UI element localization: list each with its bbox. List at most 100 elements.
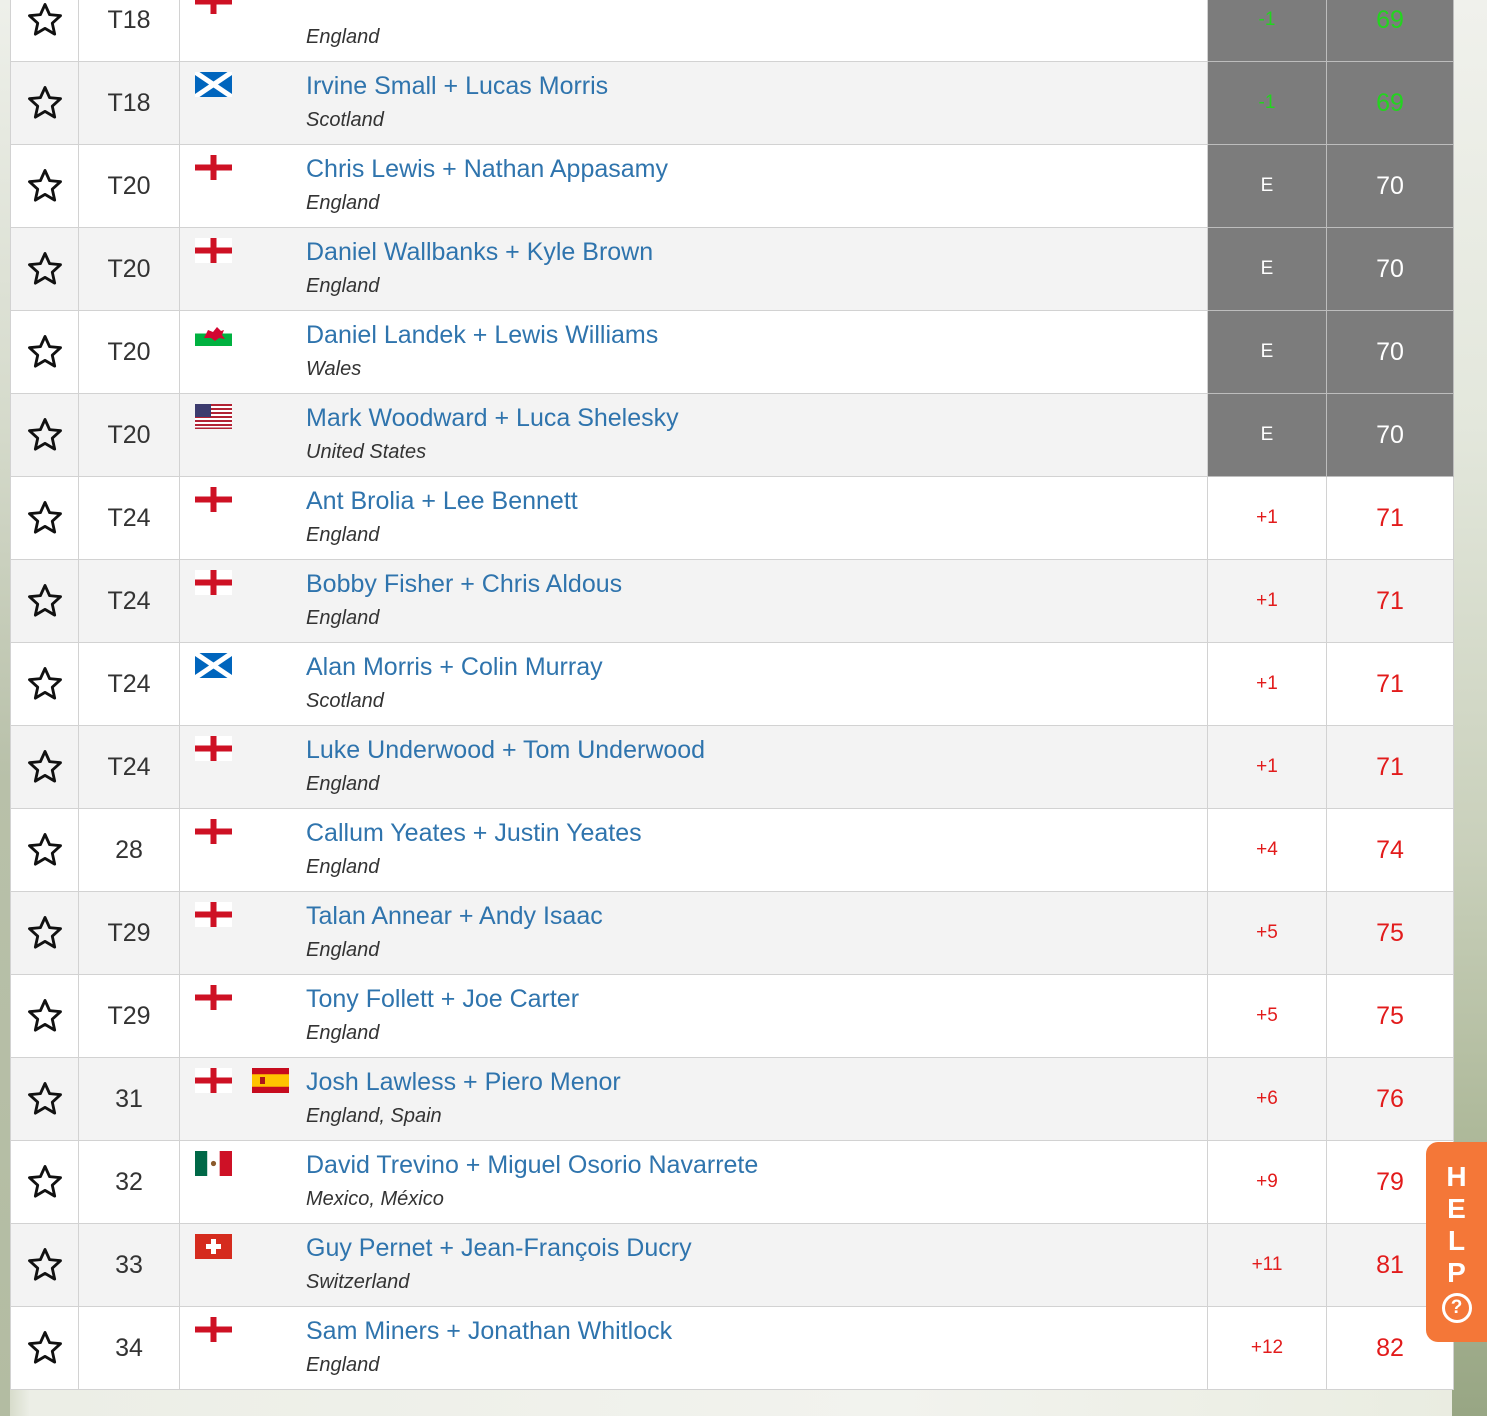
total-score-cell: 69 bbox=[1326, 0, 1454, 62]
to-par-cell: +4 bbox=[1207, 808, 1327, 892]
team-cell: Callum Yeates + Justin Yeates England bbox=[179, 808, 1208, 892]
flag-group bbox=[195, 1151, 232, 1176]
position-cell: T20 bbox=[78, 393, 180, 477]
team-name-link[interactable]: Josh Lawless + Piero Menor bbox=[306, 1068, 621, 1096]
position-cell: 32 bbox=[78, 1140, 180, 1224]
team-name-link[interactable]: Alan Morris + Colin Murray bbox=[306, 653, 603, 681]
team-cell: Tony Follett + Joe Carter England bbox=[179, 974, 1208, 1058]
table-row: T24 Ant Brolia + Lee Bennett England +1 71 bbox=[10, 476, 1454, 560]
position-cell: T18 bbox=[78, 0, 180, 62]
team-name-link[interactable]: Guy Pernet + Jean-François Ducry bbox=[306, 1234, 692, 1262]
table-row: T20 Daniel Landek + Lewis Williams Wales E 7… bbox=[10, 310, 1454, 394]
total-score-cell: 69 bbox=[1326, 61, 1454, 145]
england-flag-icon bbox=[195, 736, 232, 761]
flag-group bbox=[195, 570, 232, 595]
table-row: 31 Josh Lawless + Piero Menor England, Spa… bbox=[10, 1057, 1454, 1141]
flag-group bbox=[195, 985, 232, 1010]
total-score-cell: 71 bbox=[1326, 642, 1454, 726]
help-letter: H bbox=[1446, 1161, 1467, 1192]
team-name-link[interactable]: Talan Annear + Andy Isaac bbox=[306, 902, 603, 930]
favorite-star-icon[interactable] bbox=[11, 1080, 78, 1118]
total-score-cell: 76 bbox=[1326, 1057, 1454, 1141]
team-name-link[interactable]: Daniel Landek + Lewis Williams bbox=[306, 321, 659, 349]
favorite-star-icon[interactable] bbox=[11, 416, 78, 454]
team-cell: Josh Lawless + Piero Menor England, Spain bbox=[179, 1057, 1208, 1141]
team-name-link[interactable]: Irvine Small + Lucas Morris bbox=[306, 72, 609, 100]
table-row: T24 Luke Underwood + Tom Underwood England… bbox=[10, 725, 1454, 809]
favorite-star-icon[interactable] bbox=[11, 1246, 78, 1284]
total-score-cell: 70 bbox=[1326, 310, 1454, 394]
usa-flag-icon bbox=[195, 404, 232, 429]
table-row: 28 Callum Yeates + Justin Yeates England +4… bbox=[10, 808, 1454, 892]
flag-group bbox=[195, 404, 232, 429]
position-cell: T24 bbox=[78, 642, 180, 726]
to-par-cell: +1 bbox=[1207, 476, 1327, 560]
team-name-link[interactable]: David Trevino + Miguel Osorio Navarrete bbox=[306, 1151, 759, 1179]
flag-group bbox=[195, 819, 232, 844]
flag-group bbox=[195, 155, 232, 180]
team-name-link[interactable]: Luke Underwood + Tom Underwood bbox=[306, 736, 706, 764]
team-cell: Irvine Small + Lucas Morris Scotland bbox=[179, 61, 1208, 145]
favorite-star-icon[interactable] bbox=[11, 333, 78, 371]
team-name-link[interactable]: Bobby Fisher + Chris Aldous bbox=[306, 570, 623, 598]
table-row: T18 England -1 69 bbox=[10, 0, 1454, 62]
team-country: England bbox=[306, 1354, 380, 1376]
favorite-star-icon[interactable] bbox=[11, 250, 78, 288]
team-name-link[interactable]: Mark Woodward + Luca Shelesky bbox=[306, 404, 679, 432]
england-flag-icon bbox=[195, 0, 232, 14]
position-cell: T29 bbox=[78, 974, 180, 1058]
team-country: Mexico, México bbox=[306, 1188, 444, 1210]
team-name-link[interactable]: Tony Follett + Joe Carter bbox=[306, 985, 580, 1013]
to-par-cell: E bbox=[1207, 227, 1327, 311]
help-button[interactable]: H E L P ? bbox=[1426, 1142, 1487, 1342]
background-left bbox=[0, 0, 10, 1416]
team-country: Switzerland bbox=[306, 1271, 410, 1293]
favorite-star-icon[interactable] bbox=[11, 1163, 78, 1201]
help-letter: E bbox=[1447, 1193, 1466, 1224]
team-country: England bbox=[306, 773, 380, 795]
favorite-star-icon[interactable] bbox=[11, 748, 78, 786]
favorite-star-icon[interactable] bbox=[11, 831, 78, 869]
team-cell: Ant Brolia + Lee Bennett England bbox=[179, 476, 1208, 560]
england-flag-icon bbox=[195, 902, 232, 927]
favorite-star-icon[interactable] bbox=[11, 1329, 78, 1367]
table-row: 32 David Trevino + Miguel Osorio Navarret… bbox=[10, 1140, 1454, 1224]
team-name-link[interactable]: Daniel Wallbanks + Kyle Brown bbox=[306, 238, 654, 266]
to-par-cell: +1 bbox=[1207, 725, 1327, 809]
switzerland-flag-icon bbox=[195, 1234, 232, 1259]
spain-flag-icon bbox=[252, 1068, 289, 1093]
team-name-link[interactable]: Callum Yeates + Justin Yeates bbox=[306, 819, 642, 847]
mexico-flag-icon bbox=[195, 1151, 232, 1176]
favorite-star-icon[interactable] bbox=[11, 84, 78, 122]
england-flag-icon bbox=[195, 487, 232, 512]
team-cell: Chris Lewis + Nathan Appasamy England bbox=[179, 144, 1208, 228]
flag-group bbox=[195, 0, 232, 14]
team-name-link[interactable]: Sam Miners + Jonathan Whitlock bbox=[306, 1317, 673, 1345]
flag-group bbox=[195, 238, 232, 263]
table-row: T20 Daniel Wallbanks + Kyle Brown England E… bbox=[10, 227, 1454, 311]
favorite-star-icon[interactable] bbox=[11, 914, 78, 952]
flag-group bbox=[195, 1068, 289, 1093]
flag-group bbox=[195, 902, 232, 927]
favorite-star-icon[interactable] bbox=[11, 997, 78, 1035]
team-country: England bbox=[306, 607, 380, 629]
flag-group bbox=[195, 487, 232, 512]
to-par-cell: +5 bbox=[1207, 891, 1327, 975]
total-score-cell: 71 bbox=[1326, 725, 1454, 809]
favorite-star-icon[interactable] bbox=[11, 167, 78, 205]
team-country: England bbox=[306, 275, 380, 297]
position-cell: 31 bbox=[78, 1057, 180, 1141]
favorite-star-icon[interactable] bbox=[11, 582, 78, 620]
favorite-star-icon[interactable] bbox=[11, 665, 78, 703]
question-circle-icon: ? bbox=[1441, 1293, 1472, 1323]
team-cell: Sam Miners + Jonathan Whitlock England bbox=[179, 1306, 1208, 1390]
to-par-cell: +1 bbox=[1207, 559, 1327, 643]
table-row: T18 Irvine Small + Lucas Morris Scotland -1… bbox=[10, 61, 1454, 145]
favorite-star-icon[interactable] bbox=[11, 499, 78, 537]
team-country: Scotland bbox=[306, 690, 384, 712]
favorite-star-icon[interactable] bbox=[11, 1, 78, 39]
position-cell: 33 bbox=[78, 1223, 180, 1307]
team-name-link[interactable]: Chris Lewis + Nathan Appasamy bbox=[306, 155, 668, 183]
to-par-cell: +1 bbox=[1207, 642, 1327, 726]
team-name-link[interactable]: Ant Brolia + Lee Bennett bbox=[306, 487, 578, 515]
